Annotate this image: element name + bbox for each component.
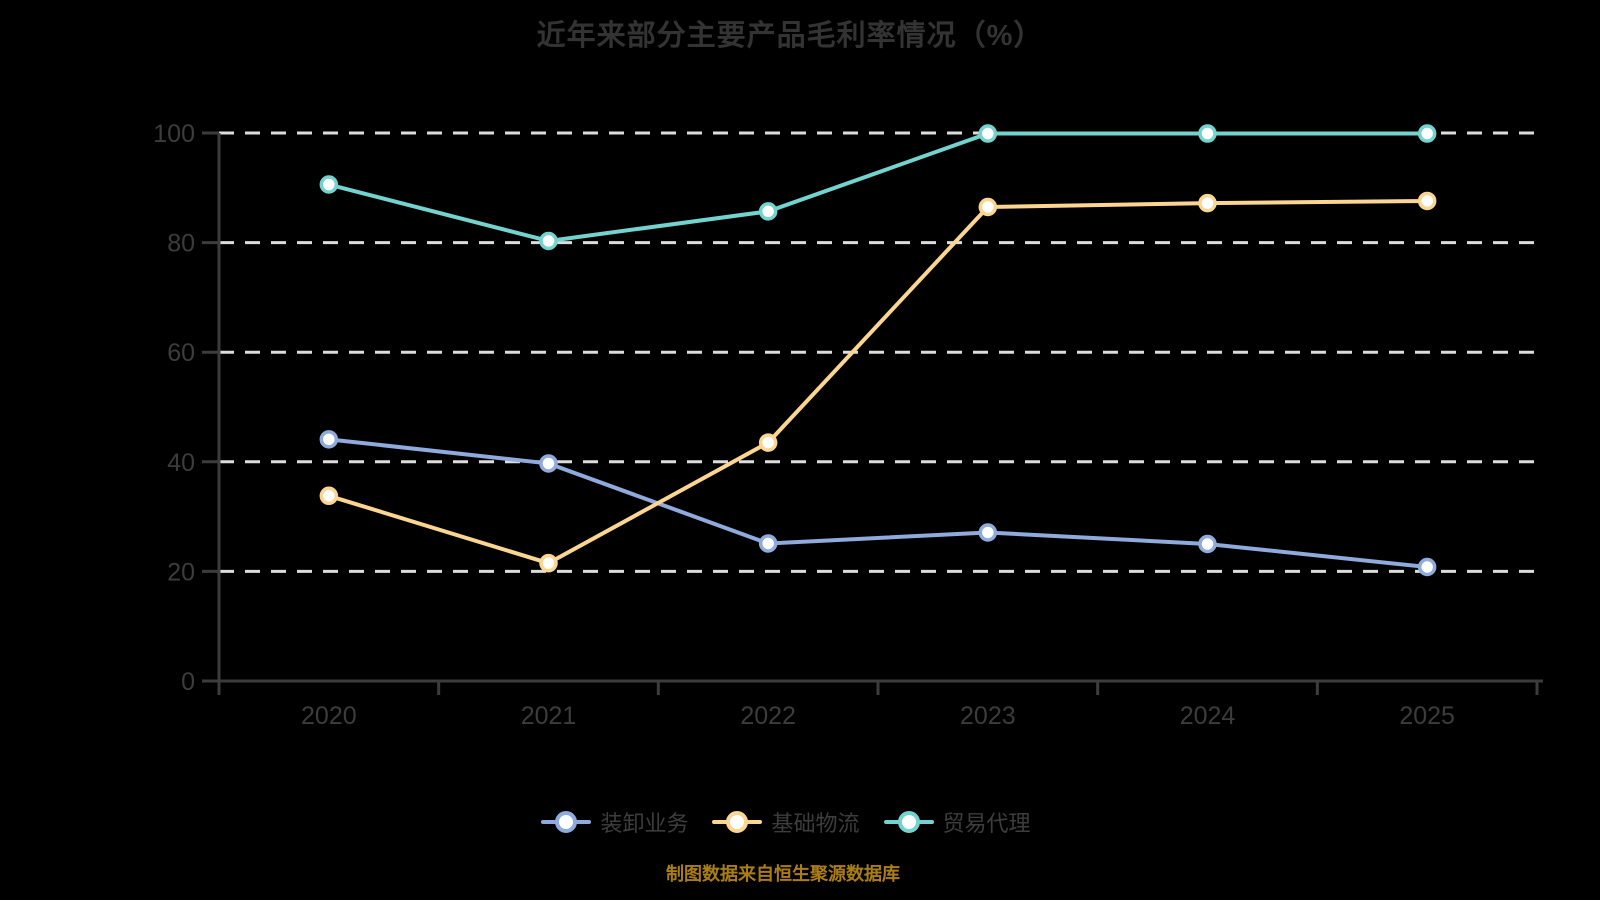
x-tick-label-2020: 2020 — [301, 702, 357, 730]
series-point-2-2022 — [758, 202, 778, 221]
x-tick-label-2021: 2021 — [521, 702, 577, 730]
y-tick-label-20: 20 — [167, 558, 195, 586]
x-tick-label-2024: 2024 — [1180, 702, 1236, 730]
x-tick-label-2023: 2023 — [960, 702, 1016, 730]
x-tick-label-2025: 2025 — [1399, 702, 1455, 730]
legend-marker-dot — [897, 811, 920, 833]
y-tick-label-40: 40 — [167, 449, 195, 477]
series-point-0-2024 — [1198, 534, 1217, 554]
legend-marker-dot — [726, 811, 749, 833]
series-point-0-2023 — [978, 523, 998, 542]
data-source-note: 制图数据来自恒生聚源数据库 — [666, 864, 900, 884]
y-tick-label-100: 100 — [153, 120, 195, 148]
x-tick-label-2022: 2022 — [740, 702, 796, 730]
series-point-1-2021 — [539, 553, 558, 573]
legend-marker-line — [883, 811, 934, 833]
series-point-0-2021 — [539, 454, 558, 473]
series-point-1-2022 — [758, 433, 778, 452]
y-tick-label-80: 80 — [167, 230, 195, 258]
series-point-0-2020 — [319, 430, 339, 449]
series-point-1-2020 — [319, 486, 339, 506]
series-line-2 — [326, 131, 1430, 243]
legend: 装卸业务 基础物流 贸易代理 — [0, 806, 1572, 838]
legend-label: 贸易代理 — [942, 811, 1031, 836]
series-point-2-2021 — [539, 231, 558, 251]
chart-title: 近年来部分主要产品毛利率情况（%） — [536, 20, 1044, 52]
legend-marker-dot — [555, 811, 578, 833]
series-point-2-2024 — [1198, 124, 1217, 143]
series-point-2-2020 — [319, 175, 339, 194]
legend-item-2[interactable]: 贸易代理 — [883, 806, 1031, 838]
series-point-1-2023 — [978, 197, 998, 217]
series-point-0-2025 — [1417, 557, 1437, 577]
series-point-1-2025 — [1417, 191, 1437, 211]
series-point-1-2024 — [1198, 193, 1217, 213]
y-tick-label-60: 60 — [167, 339, 195, 367]
series-line-1 — [326, 198, 1430, 566]
legend-marker-line — [712, 811, 763, 833]
series-point-0-2022 — [758, 534, 778, 553]
series-line-0 — [326, 437, 1430, 570]
legend-label: 基础物流 — [771, 811, 860, 836]
legend-item-0[interactable]: 装卸业务 — [541, 806, 688, 838]
legend-marker-line — [541, 811, 592, 833]
legend-item-1[interactable]: 基础物流 — [712, 806, 860, 838]
y-tick-label-0: 0 — [181, 668, 195, 696]
series-point-2-2023 — [978, 124, 998, 143]
legend-label: 装卸业务 — [600, 811, 689, 836]
series-point-2-2025 — [1417, 124, 1437, 143]
